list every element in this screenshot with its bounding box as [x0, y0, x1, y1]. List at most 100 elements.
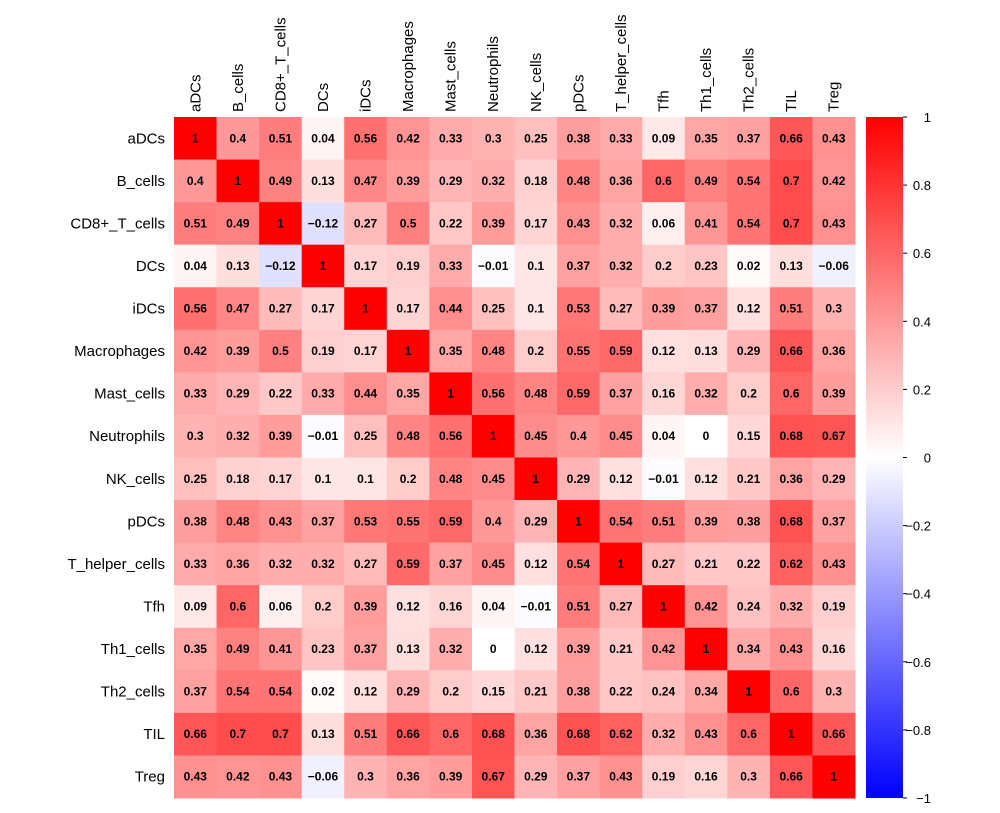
cell-value-T_helper_cells-iDCs: 0.27: [354, 557, 378, 571]
cell-value-T_helper_cells-Neutrophils: 0.45: [482, 557, 506, 571]
heatmap-cell-CD8+_T_cells-Th1_cells: [684, 202, 728, 246]
heatmap-cell-Treg-TIL: [769, 755, 813, 799]
cell-value-pDCs-DCs: 0.37: [311, 514, 335, 528]
cell-value-DCs-CD8+_T_cells: −0.12: [265, 259, 296, 273]
cell-value-Mast_cells-T_helper_cells: 0.37: [609, 387, 633, 401]
cell-value-NK_cells-iDCs: 0.1: [357, 472, 374, 486]
heatmap-cell-CD8+_T_cells-Tfh: [642, 202, 686, 246]
heatmap-cell-B_cells-Th2_cells: [727, 159, 771, 203]
cell-value-iDCs-TIL: 0.51: [779, 302, 803, 316]
cell-value-NK_cells-DCs: 0.1: [315, 472, 332, 486]
cell-value-Th1_cells-Th1_cells: 1: [703, 642, 710, 656]
heatmap-cell-pDCs-pDCs: [557, 500, 601, 544]
cell-value-DCs-Mast_cells: 0.33: [439, 259, 463, 273]
heatmap-cell-B_cells-CD8+_T_cells: [259, 159, 303, 203]
heatmap-cell-Treg-B_cells: [216, 755, 260, 799]
heatmap-cell-B_cells-Mast_cells: [429, 159, 473, 203]
heatmap-cell-Tfh-Neutrophils: [471, 585, 515, 629]
cell-value-pDCs-B_cells: 0.48: [226, 514, 250, 528]
cell-value-T_helper_cells-Th2_cells: 0.22: [737, 557, 761, 571]
row-label-aDCs: aDCs: [127, 130, 165, 147]
cell-value-T_helper_cells-TIL: 0.62: [779, 557, 803, 571]
cell-value-Macrophages-Treg: 0.36: [822, 344, 846, 358]
heatmap-cell-Neutrophils-Tfh: [642, 414, 686, 458]
cell-value-CD8+_T_cells-Mast_cells: 0.22: [439, 216, 463, 230]
cell-value-T_helper_cells-Macrophages: 0.59: [396, 557, 420, 571]
cell-value-pDCs-TIL: 0.68: [779, 514, 803, 528]
colorbar: 1 0.8 0.6 0.4 0.2 0 −0.2 −0.4 −0.6 −0.8 −1: [866, 110, 931, 806]
heatmap-cell-Th1_cells-iDCs: [344, 627, 388, 671]
cell-value-Macrophages-pDCs: 0.55: [567, 344, 591, 358]
heatmap-cell-NK_cells-Mast_cells: [429, 457, 473, 501]
heatmap-cell-iDCs-aDCs: [174, 287, 218, 331]
heatmap-cell-pDCs-T_helper_cells: [599, 500, 643, 544]
cell-value-iDCs-Tfh: 0.39: [652, 302, 676, 316]
cell-value-pDCs-Neutrophils: 0.4: [485, 514, 502, 528]
cell-value-TIL-Mast_cells: 0.6: [442, 727, 459, 741]
heatmap-cell-Treg-DCs: [301, 755, 345, 799]
heatmap-cell-iDCs-Tfh: [642, 287, 686, 331]
cell-value-Tfh-Th1_cells: 0.42: [694, 599, 718, 613]
heatmap-cell-NK_cells-Th1_cells: [684, 457, 728, 501]
cell-value-B_cells-Th1_cells: 0.49: [694, 174, 718, 188]
cell-value-Treg-DCs: −0.06: [308, 770, 339, 784]
heatmap-cell-Treg-aDCs: [174, 755, 218, 799]
cell-value-Th1_cells-Treg: 0.16: [822, 642, 846, 656]
cell-value-NK_cells-B_cells: 0.18: [226, 472, 250, 486]
heatmap-cell-B_cells-NK_cells: [514, 159, 558, 203]
heatmap-cell-T_helper_cells-Tfh: [642, 542, 686, 586]
cell-value-Neutrophils-CD8+_T_cells: 0.39: [269, 429, 293, 443]
heatmap-cell-NK_cells-iDCs: [344, 457, 388, 501]
cell-value-Neutrophils-TIL: 0.68: [779, 429, 803, 443]
cell-value-B_cells-CD8+_T_cells: 0.49: [269, 174, 293, 188]
heatmap-cell-Tfh-Th2_cells: [727, 585, 771, 629]
heatmap-cell-Th1_cells-Th2_cells: [727, 627, 771, 671]
heatmap-cell-Th1_cells-T_helper_cells: [599, 627, 643, 671]
cell-value-NK_cells-Th2_cells: 0.21: [737, 472, 761, 486]
cell-value-Th2_cells-iDCs: 0.12: [354, 685, 378, 699]
cell-value-DCs-Macrophages: 0.19: [396, 259, 420, 273]
heatmap-cell-Treg-CD8+_T_cells: [259, 755, 303, 799]
heatmap-cell-T_helper_cells-Mast_cells: [429, 542, 473, 586]
cell-value-Tfh-NK_cells: −0.01: [521, 599, 552, 613]
heatmap-cell-DCs-DCs: [301, 244, 345, 288]
heatmap-cell-DCs-B_cells: [216, 244, 260, 288]
cell-value-NK_cells-Th1_cells: 0.12: [694, 472, 718, 486]
cell-value-T_helper_cells-T_helper_cells: 1: [618, 557, 625, 571]
heatmap-cell-Th2_cells-Treg: [812, 670, 856, 714]
heatmap-cell-Tfh-aDCs: [174, 585, 218, 629]
cell-value-Th1_cells-Th2_cells: 0.34: [737, 642, 761, 656]
cell-value-DCs-Treg: −0.06: [819, 259, 850, 273]
heatmap-cell-aDCs-T_helper_cells: [599, 117, 643, 161]
cell-value-Mast_cells-aDCs: 0.33: [184, 387, 208, 401]
cell-value-Th2_cells-Tfh: 0.24: [652, 685, 676, 699]
cell-value-Macrophages-T_helper_cells: 0.59: [609, 344, 633, 358]
column-label-Mast_cells: Mast_cells: [443, 41, 460, 112]
cell-value-iDCs-NK_cells: 0.1: [527, 302, 544, 316]
cell-value-iDCs-iDCs: 1: [362, 302, 369, 316]
cell-value-Neutrophils-Th2_cells: 0.15: [737, 429, 761, 443]
heatmap-cell-iDCs-Neutrophils: [471, 287, 515, 331]
heatmap-cell-Mast_cells-DCs: [301, 372, 345, 416]
cell-value-aDCs-Treg: 0.43: [822, 131, 846, 145]
heatmap-cell-TIL-TIL: [769, 712, 813, 756]
cell-value-CD8+_T_cells-Macrophages: 0.5: [400, 216, 417, 230]
heatmap-cell-Th1_cells-DCs: [301, 627, 345, 671]
heatmap-cell-Th1_cells-Treg: [812, 627, 856, 671]
cell-value-CD8+_T_cells-aDCs: 0.51: [184, 216, 208, 230]
heatmap-cell-Th2_cells-CD8+_T_cells: [259, 670, 303, 714]
heatmap-cell-Tfh-Mast_cells: [429, 585, 473, 629]
heatmap-cell-pDCs-CD8+_T_cells: [259, 500, 303, 544]
heatmap-cell-NK_cells-Treg: [812, 457, 856, 501]
cell-value-Mast_cells-Th1_cells: 0.32: [694, 387, 718, 401]
heatmap-cell-TIL-Neutrophils: [471, 712, 515, 756]
heatmap-cell-Macrophages-aDCs: [174, 329, 218, 373]
cell-value-Th1_cells-T_helper_cells: 0.21: [609, 642, 633, 656]
heatmap-cell-iDCs-CD8+_T_cells: [259, 287, 303, 331]
heatmap-cell-CD8+_T_cells-T_helper_cells: [599, 202, 643, 246]
cell-value-iDCs-aDCs: 0.56: [184, 302, 208, 316]
cell-value-TIL-Macrophages: 0.66: [396, 727, 420, 741]
cell-value-Th1_cells-NK_cells: 0.12: [524, 642, 548, 656]
heatmap-cell-Tfh-DCs: [301, 585, 345, 629]
column-label-DCs: DCs: [315, 83, 332, 112]
